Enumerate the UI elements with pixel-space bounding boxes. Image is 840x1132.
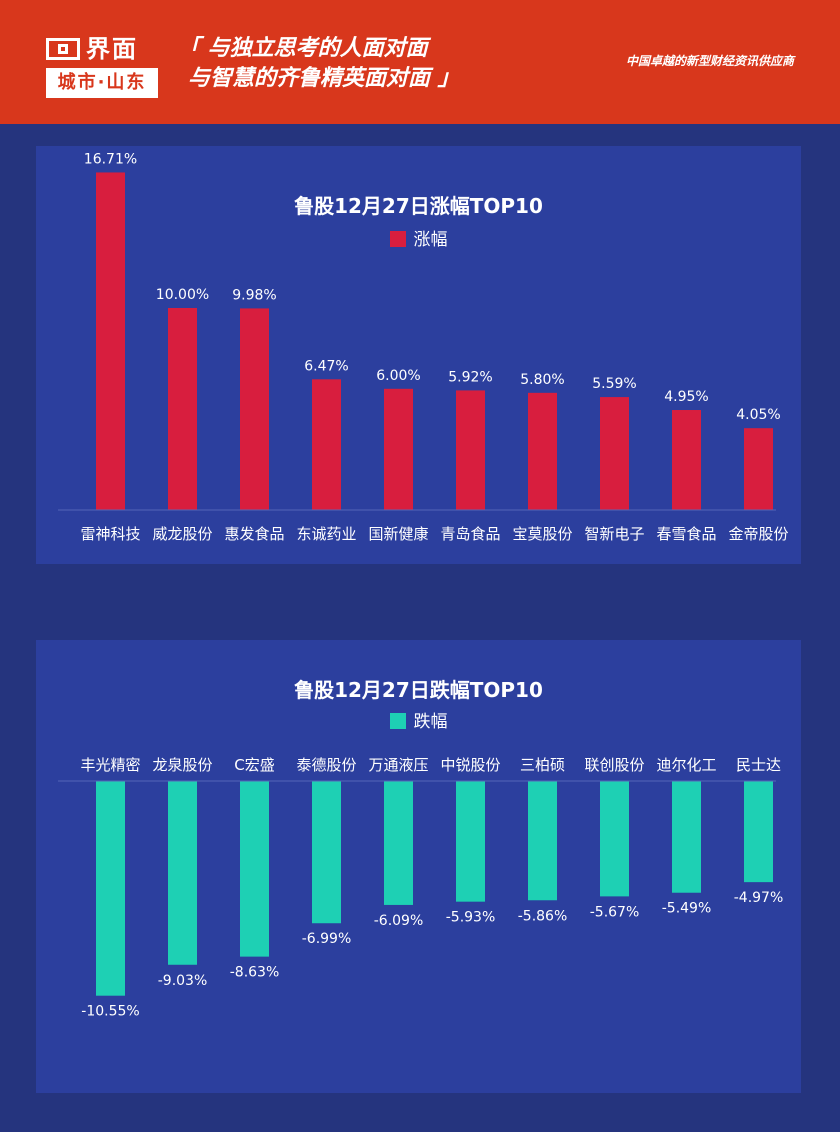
gainers-legend: 涨幅 <box>36 230 801 250</box>
tagline: 中国卓越的新型财经资讯供应商 <box>625 54 794 68</box>
gainers-category-label: 智新电子 <box>584 525 644 543</box>
losers-category-label: 龙泉股份 <box>152 756 212 774</box>
losers-category-label: 联创股份 <box>584 756 644 774</box>
losers-bar-value-label: -9.03% <box>158 973 208 989</box>
gainers-bar-value-label: 9.98% <box>232 287 276 303</box>
losers-bar-value-label: -5.93% <box>446 910 496 926</box>
losers-legend-label: 跌幅 <box>413 712 448 732</box>
losers-bar <box>168 781 197 965</box>
losers-bar-value-label: -4.97% <box>734 890 784 906</box>
gainers-bar-value-label: 5.80% <box>520 372 564 388</box>
slogan: 「 与独立思考的人面对面 与智慧的齐鲁精英面对面 」 <box>178 34 460 94</box>
losers-chart-plot: -10.55% 丰光精密 -9.03% 龙泉股份 -8.63% C宏盛 -6.99% 泰德股份… <box>58 756 784 1020</box>
losers-chart-panel: 鲁股12月27日跌幅TOP10 跌幅 -10.55% 丰光精密 -9.03% 龙泉股份… <box>36 640 801 1093</box>
gainers-legend-swatch <box>389 231 406 247</box>
gainers-category-label: 宝莫股份 <box>512 525 572 543</box>
header-banner: 界面 城市·山东 「 与独立思考的人面对面 与智慧的齐鲁精英面对面 」 中国卓越… <box>0 0 840 124</box>
losers-bar-value-label: -6.09% <box>374 913 424 929</box>
losers-category-label: 三柏硕 <box>520 756 565 774</box>
gainers-bar <box>384 388 413 510</box>
logo-city: 城市·山东 <box>46 68 158 98</box>
losers-legend-swatch <box>389 713 406 729</box>
gainers-bar <box>240 308 269 510</box>
gainers-bar <box>744 428 773 510</box>
gainers-bar-value-label: 16.71% <box>84 151 137 167</box>
losers-bar <box>744 781 773 883</box>
gainers-chart-panel: 鲁股12月27日涨幅TOP10 涨幅 16.71% 雷神科技 10.00% 威龙股份 9… <box>36 146 801 564</box>
gainers-bar <box>528 392 557 510</box>
losers-category-label: 泰德股份 <box>296 756 356 774</box>
losers-bar <box>456 781 485 902</box>
gainers-bar <box>672 410 701 510</box>
gainers-category-label: 国新健康 <box>368 525 428 543</box>
gainers-category-label: 雷神科技 <box>80 525 140 543</box>
losers-bar <box>672 781 701 893</box>
losers-chart-title: 鲁股12月27日跌幅TOP10 <box>294 678 543 702</box>
losers-bar-value-label: -10.55% <box>81 1004 139 1020</box>
losers-bar <box>384 781 413 905</box>
gainers-category-label: 惠发食品 <box>224 525 284 543</box>
losers-category-label: C宏盛 <box>234 756 274 774</box>
slogan-line-1: 「 与独立思考的人面对面 <box>178 36 428 61</box>
gainers-bar <box>600 397 629 510</box>
gainers-chart-plot: 16.71% 雷神科技 10.00% 威龙股份 9.98% 惠发食品 6.47% 东诚药业 6.… <box>58 151 789 543</box>
logo-mark-icon <box>46 38 80 60</box>
gainers-category-label: 东诚药业 <box>296 525 356 543</box>
losers-legend: 跌幅 <box>36 712 801 732</box>
gainers-bar-value-label: 10.00% <box>156 287 209 303</box>
gainers-bar-value-label: 6.47% <box>304 358 348 374</box>
losers-category-label: 民士达 <box>736 756 781 774</box>
losers-bar <box>312 781 341 924</box>
losers-bar-value-label: -5.67% <box>590 904 640 920</box>
losers-bar <box>600 781 629 897</box>
losers-category-label: 迪尔化工 <box>656 756 716 774</box>
gainers-bar <box>168 308 197 510</box>
losers-bar-value-label: -6.99% <box>302 931 352 947</box>
losers-bar <box>528 781 557 901</box>
gainers-bar-value-label: 4.95% <box>664 389 708 405</box>
losers-bar <box>240 781 269 957</box>
losers-bar-value-label: -5.86% <box>518 908 568 924</box>
logo-name: 界面 <box>86 35 138 63</box>
losers-bar-value-label: -5.49% <box>662 901 712 917</box>
gainers-category-label: 威龙股份 <box>152 525 212 543</box>
gainers-bar <box>456 390 485 510</box>
losers-category-label: 中锐股份 <box>440 756 500 774</box>
losers-category-label: 丰光精密 <box>80 756 140 774</box>
losers-bar-value-label: -8.63% <box>230 965 280 981</box>
gainers-bar-value-label: 4.05% <box>736 407 780 423</box>
gainers-chart-title: 鲁股12月27日涨幅TOP10 <box>294 194 543 218</box>
brand-logo: 界面 城市·山东 <box>46 34 158 98</box>
gainers-bar <box>312 379 341 510</box>
gainers-bar-value-label: 5.59% <box>592 376 636 392</box>
gainers-legend-label: 涨幅 <box>413 230 448 250</box>
losers-category-label: 万通液压 <box>368 756 428 774</box>
slogan-line-2: 与智慧的齐鲁精英面对面 」 <box>188 66 460 91</box>
gainers-category-label: 青岛食品 <box>440 525 500 543</box>
gainers-bar-value-label: 5.92% <box>448 369 492 385</box>
gainers-bar-value-label: 6.00% <box>376 368 420 384</box>
gainers-category-label: 金帝股份 <box>728 525 788 543</box>
gainers-category-label: 春雪食品 <box>656 525 716 543</box>
gainers-bar <box>96 172 125 510</box>
losers-bar <box>96 781 125 996</box>
